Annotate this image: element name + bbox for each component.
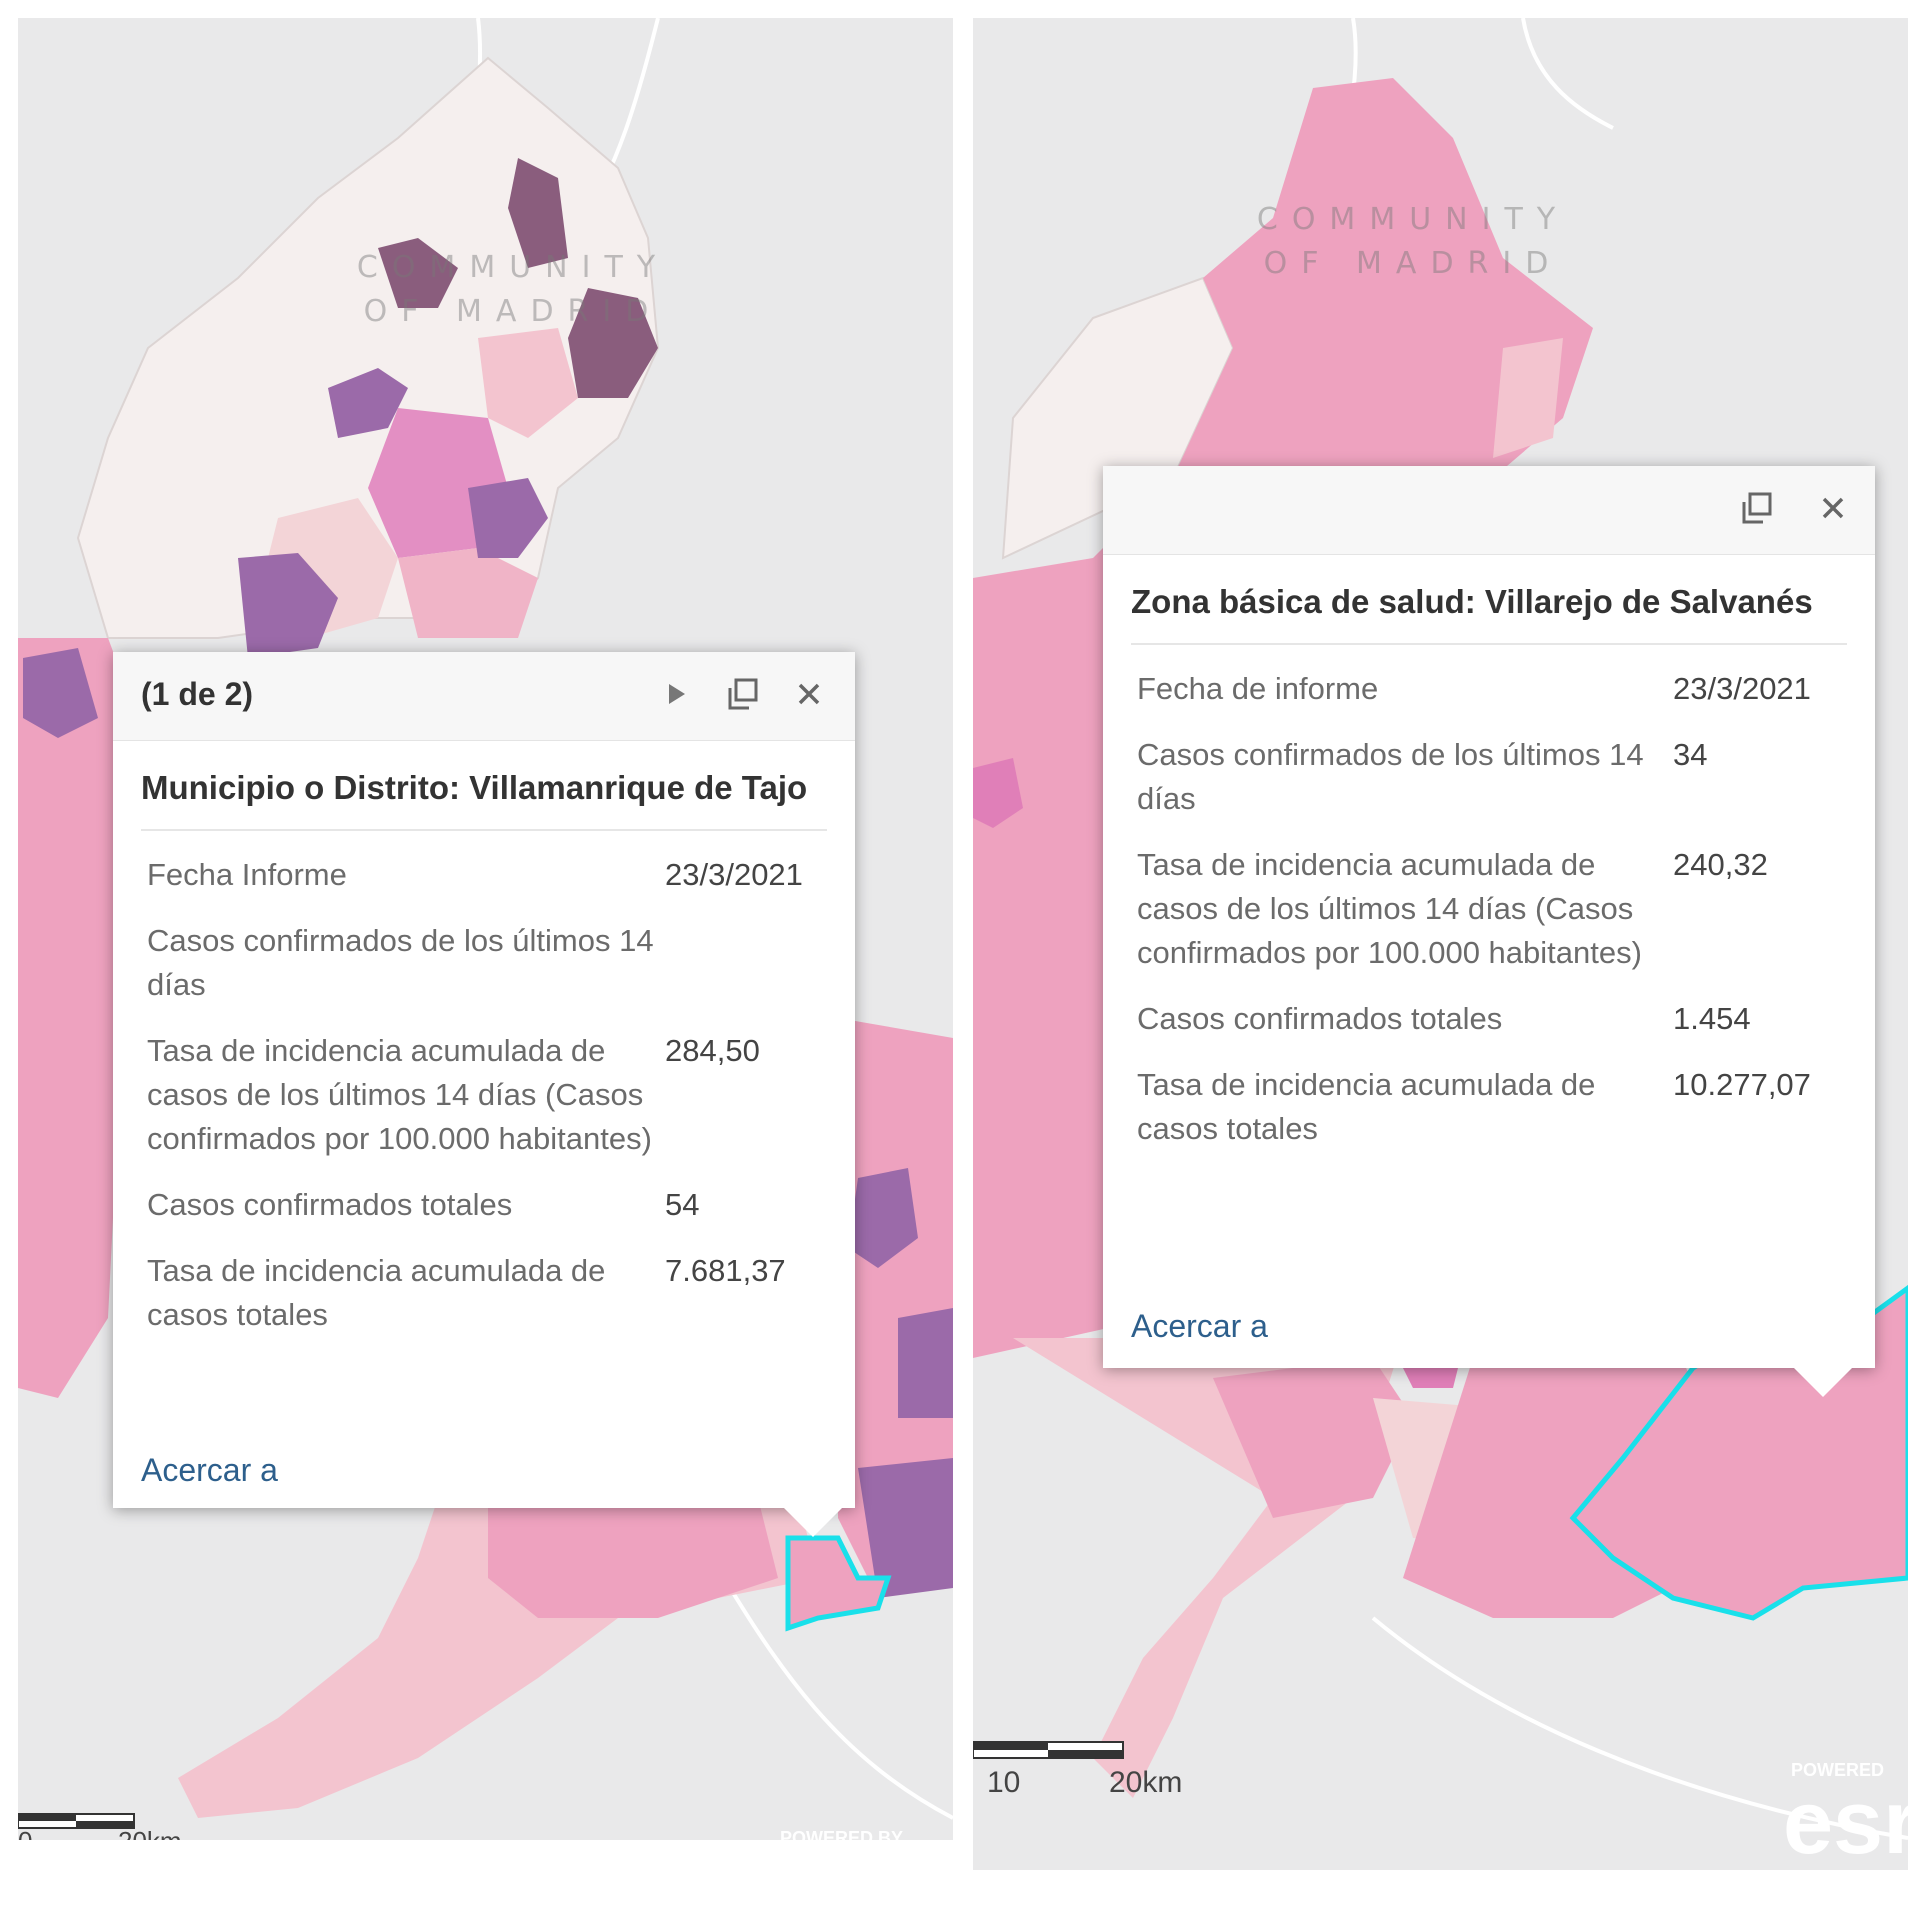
close-icon[interactable] (787, 672, 831, 716)
attribute-row: Casos confirmados totales 54 (141, 1183, 827, 1227)
play-icon[interactable] (653, 672, 697, 716)
attribute-value: 284,50 (665, 1033, 760, 1068)
attribute-value: 23/3/2021 (665, 857, 803, 892)
attribute-table: Fecha Informe 23/3/2021 Casos confirmado… (141, 853, 827, 1337)
attribute-value: 240,32 (1673, 847, 1768, 882)
maximize-icon[interactable] (721, 672, 765, 716)
region-north-3 (378, 238, 458, 308)
attribute-label: Casos confirmados de los últimos 14 días (1137, 737, 1644, 816)
attribute-value: 54 (665, 1187, 700, 1222)
attribute-label: Casos confirmados totales (1137, 1001, 1503, 1036)
popup-header: (1 de 2) (113, 652, 855, 741)
attribution-text: POWERED (1791, 1760, 1885, 1780)
attribute-row: Casos confirmados de los últimos 14 días (141, 919, 827, 1007)
region-west-magenta (973, 758, 1023, 828)
attribute-value: 7.681,37 (665, 1253, 786, 1288)
attribute-table: Fecha de informe 23/3/2021 Casos confirm… (1131, 667, 1847, 1151)
region-north-1 (508, 158, 568, 268)
scale-bar-graphic (18, 1813, 135, 1829)
region-east-purple-1 (848, 1168, 918, 1268)
popup-pointer (1793, 1367, 1853, 1397)
close-icon[interactable] (1811, 486, 1855, 530)
region-south-center (1213, 1358, 1413, 1518)
popup-municipio: (1 de 2) Municipio o Distrito: Villamanr… (113, 652, 855, 1537)
attribute-value: 10.277,07 (1673, 1067, 1811, 1102)
esri-logo: esri (1783, 1773, 1908, 1870)
scale-bar (18, 1812, 138, 1835)
popup-feature-counter: (1 de 2) (141, 676, 254, 712)
left-map-panel[interactable]: COMMUNITY OF MADRID (1 de 2) Municipio o… (18, 18, 953, 1840)
scale-start-label: 0 (18, 1826, 32, 1840)
region-west (18, 638, 138, 1398)
popup-zona-basica: Zona básica de salud: Villarejo de Salva… (1103, 466, 1875, 1397)
attribute-label: Casos confirmados totales (147, 1187, 513, 1222)
attribute-row: Tasa de incidencia acumulada de casos to… (141, 1249, 827, 1337)
attribute-label: Tasa de incidencia acumulada de casos to… (147, 1253, 606, 1332)
selected-municipio (785, 1535, 892, 1632)
attribute-label: Casos confirmados de los últimos 14 días (147, 923, 654, 1002)
region-center-6 (238, 553, 338, 658)
attribute-value: 34 (1673, 737, 1708, 772)
scale-end-label: 20km (1109, 1766, 1183, 1799)
attribute-row: Tasa de incidencia acumulada de casos de… (141, 1029, 827, 1161)
attribution-text: POWERED BY (780, 1828, 904, 1840)
popup-title: Zona básica de salud: Villarejo de Salva… (1131, 555, 1847, 645)
attribute-label: Fecha de informe (1137, 671, 1379, 706)
region-north-2 (568, 288, 658, 398)
attribute-label: Tasa de incidencia acumulada de casos de… (1137, 847, 1642, 970)
attribute-label: Tasa de incidencia acumulada de casos to… (1137, 1067, 1596, 1146)
popup-title: Municipio o Distrito: Villamanrique de T… (141, 741, 827, 831)
popup-pointer (783, 1507, 843, 1537)
right-map-panel[interactable]: COMMUNITY OF MADRID Zona básica de salud… (973, 18, 1908, 1870)
region-east-purple-2 (898, 1308, 953, 1418)
attribute-label: Tasa de incidencia acumulada de casos de… (147, 1033, 652, 1156)
map-watermark: COMMUNITY OF MADRID (356, 250, 670, 329)
region-northeast-light (1493, 338, 1563, 458)
region-east-purple-3 (858, 1458, 953, 1598)
scale-bar (973, 1740, 1133, 1767)
region-west-purple (23, 648, 98, 738)
region-north-4 (328, 368, 408, 438)
region-center-c (478, 328, 578, 438)
region-center-5 (468, 478, 548, 558)
attribute-row: Tasa de incidencia acumulada de casos de… (1131, 843, 1847, 975)
attribute-row: Fecha de informe 23/3/2021 (1131, 667, 1847, 711)
attribute-label: Fecha Informe (147, 857, 347, 892)
attribute-row: Casos confirmados totales 1.454 (1131, 997, 1847, 1041)
scale-start-label: 10 (987, 1766, 1021, 1799)
region-east (838, 1018, 953, 1598)
attribute-row: Casos confirmados de los últimos 14 días… (1131, 733, 1847, 821)
region-south-b (488, 1498, 778, 1618)
maximize-icon[interactable] (1735, 486, 1779, 530)
attribute-row: Tasa de incidencia acumulada de casos to… (1131, 1063, 1847, 1151)
attribute-value: 23/3/2021 (1673, 671, 1811, 706)
attribute-row: Fecha Informe 23/3/2021 (141, 853, 827, 897)
left-choropleth-map[interactable] (18, 18, 953, 1840)
zoom-to-link[interactable]: Acercar a (141, 1452, 278, 1488)
region-center-d (398, 548, 538, 638)
map-watermark: COMMUNITY OF MADRID (1256, 202, 1570, 281)
popup-header (1103, 466, 1875, 555)
region-north (1173, 78, 1593, 478)
zoom-to-link[interactable]: Acercar a (1131, 1308, 1268, 1344)
scale-end-label: 20km (118, 1826, 182, 1840)
scale-bar-graphic (973, 1741, 1124, 1759)
attribute-value: 1.454 (1673, 1001, 1751, 1036)
